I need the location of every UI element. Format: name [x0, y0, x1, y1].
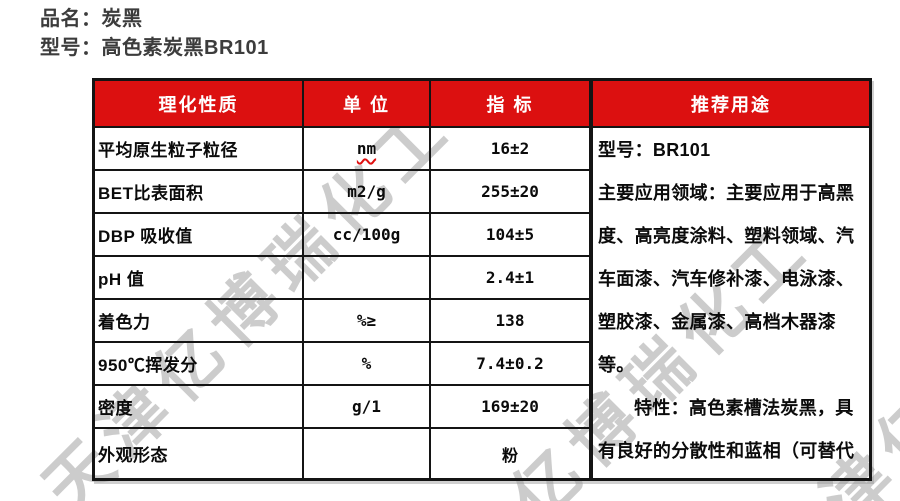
property-cell: 平均原生粒子粒径	[95, 128, 304, 171]
value-cell: 2.4±1	[431, 257, 591, 300]
recommended-usage-cell: 型号：BR101 主要应用领域：主要应用于高黑度、高亮度涂料、塑料领域、汽车面漆…	[591, 128, 869, 478]
unit-cell: %	[304, 343, 431, 386]
value-cell: 粉	[431, 429, 591, 478]
col-header-recommended-usage: 推荐用途	[591, 81, 869, 128]
property-cell: DBP 吸收值	[95, 214, 304, 257]
col-header-unit: 单 位	[304, 81, 431, 128]
value-cell: 138	[431, 300, 591, 343]
unit-cell: g/1	[304, 386, 431, 429]
value-cell: 169±20	[431, 386, 591, 429]
value-cell: 255±20	[431, 171, 591, 214]
unit-cell: %≥	[304, 300, 431, 343]
unit-cell: cc/100g	[304, 214, 431, 257]
property-cell: 外观形态	[95, 429, 304, 478]
unit-cell	[304, 257, 431, 300]
unit-cell: m2/g	[304, 171, 431, 214]
usage-applications-text: 主要应用领域：主要应用于高黑度、高亮度涂料、塑料领域、汽车面漆、汽车修补漆、电泳…	[598, 183, 855, 375]
property-cell: 密度	[95, 386, 304, 429]
property-cell: pH 值	[95, 257, 304, 300]
property-cell: BET比表面积	[95, 171, 304, 214]
col-header-spec: 指 标	[431, 81, 591, 128]
spec-table: 理化性质 单 位 指 标 推荐用途 平均原生粒子粒径 nm 16±2 BET比表…	[92, 78, 872, 481]
property-cell: 着色力	[95, 300, 304, 343]
unit-cell: nm	[304, 128, 431, 171]
model-line: 型号：高色素炭黑BR101	[40, 37, 269, 59]
value-cell: 7.4±0.2	[431, 343, 591, 386]
unit-cell	[304, 429, 431, 478]
product-name-line: 品名：炭黑	[40, 8, 143, 30]
page-title: 品名：炭黑 型号：高色素炭黑BR101	[40, 5, 269, 63]
usage-model-text: 型号：BR101	[598, 140, 711, 160]
unit-text-squiggle: nm	[356, 139, 377, 158]
spec-table-grid: 理化性质 单 位 指 标 推荐用途 平均原生粒子粒径 nm 16±2 BET比表…	[95, 81, 869, 478]
value-cell: 16±2	[431, 128, 591, 171]
property-cell: 950℃挥发分	[95, 343, 304, 386]
col-header-properties: 理化性质	[95, 81, 304, 128]
value-cell: 104±5	[431, 214, 591, 257]
usage-features-text: 特性：高色素槽法炭黑，具有良好的分散性和蓝相（可替代德固萨 SP6)	[598, 398, 855, 461]
